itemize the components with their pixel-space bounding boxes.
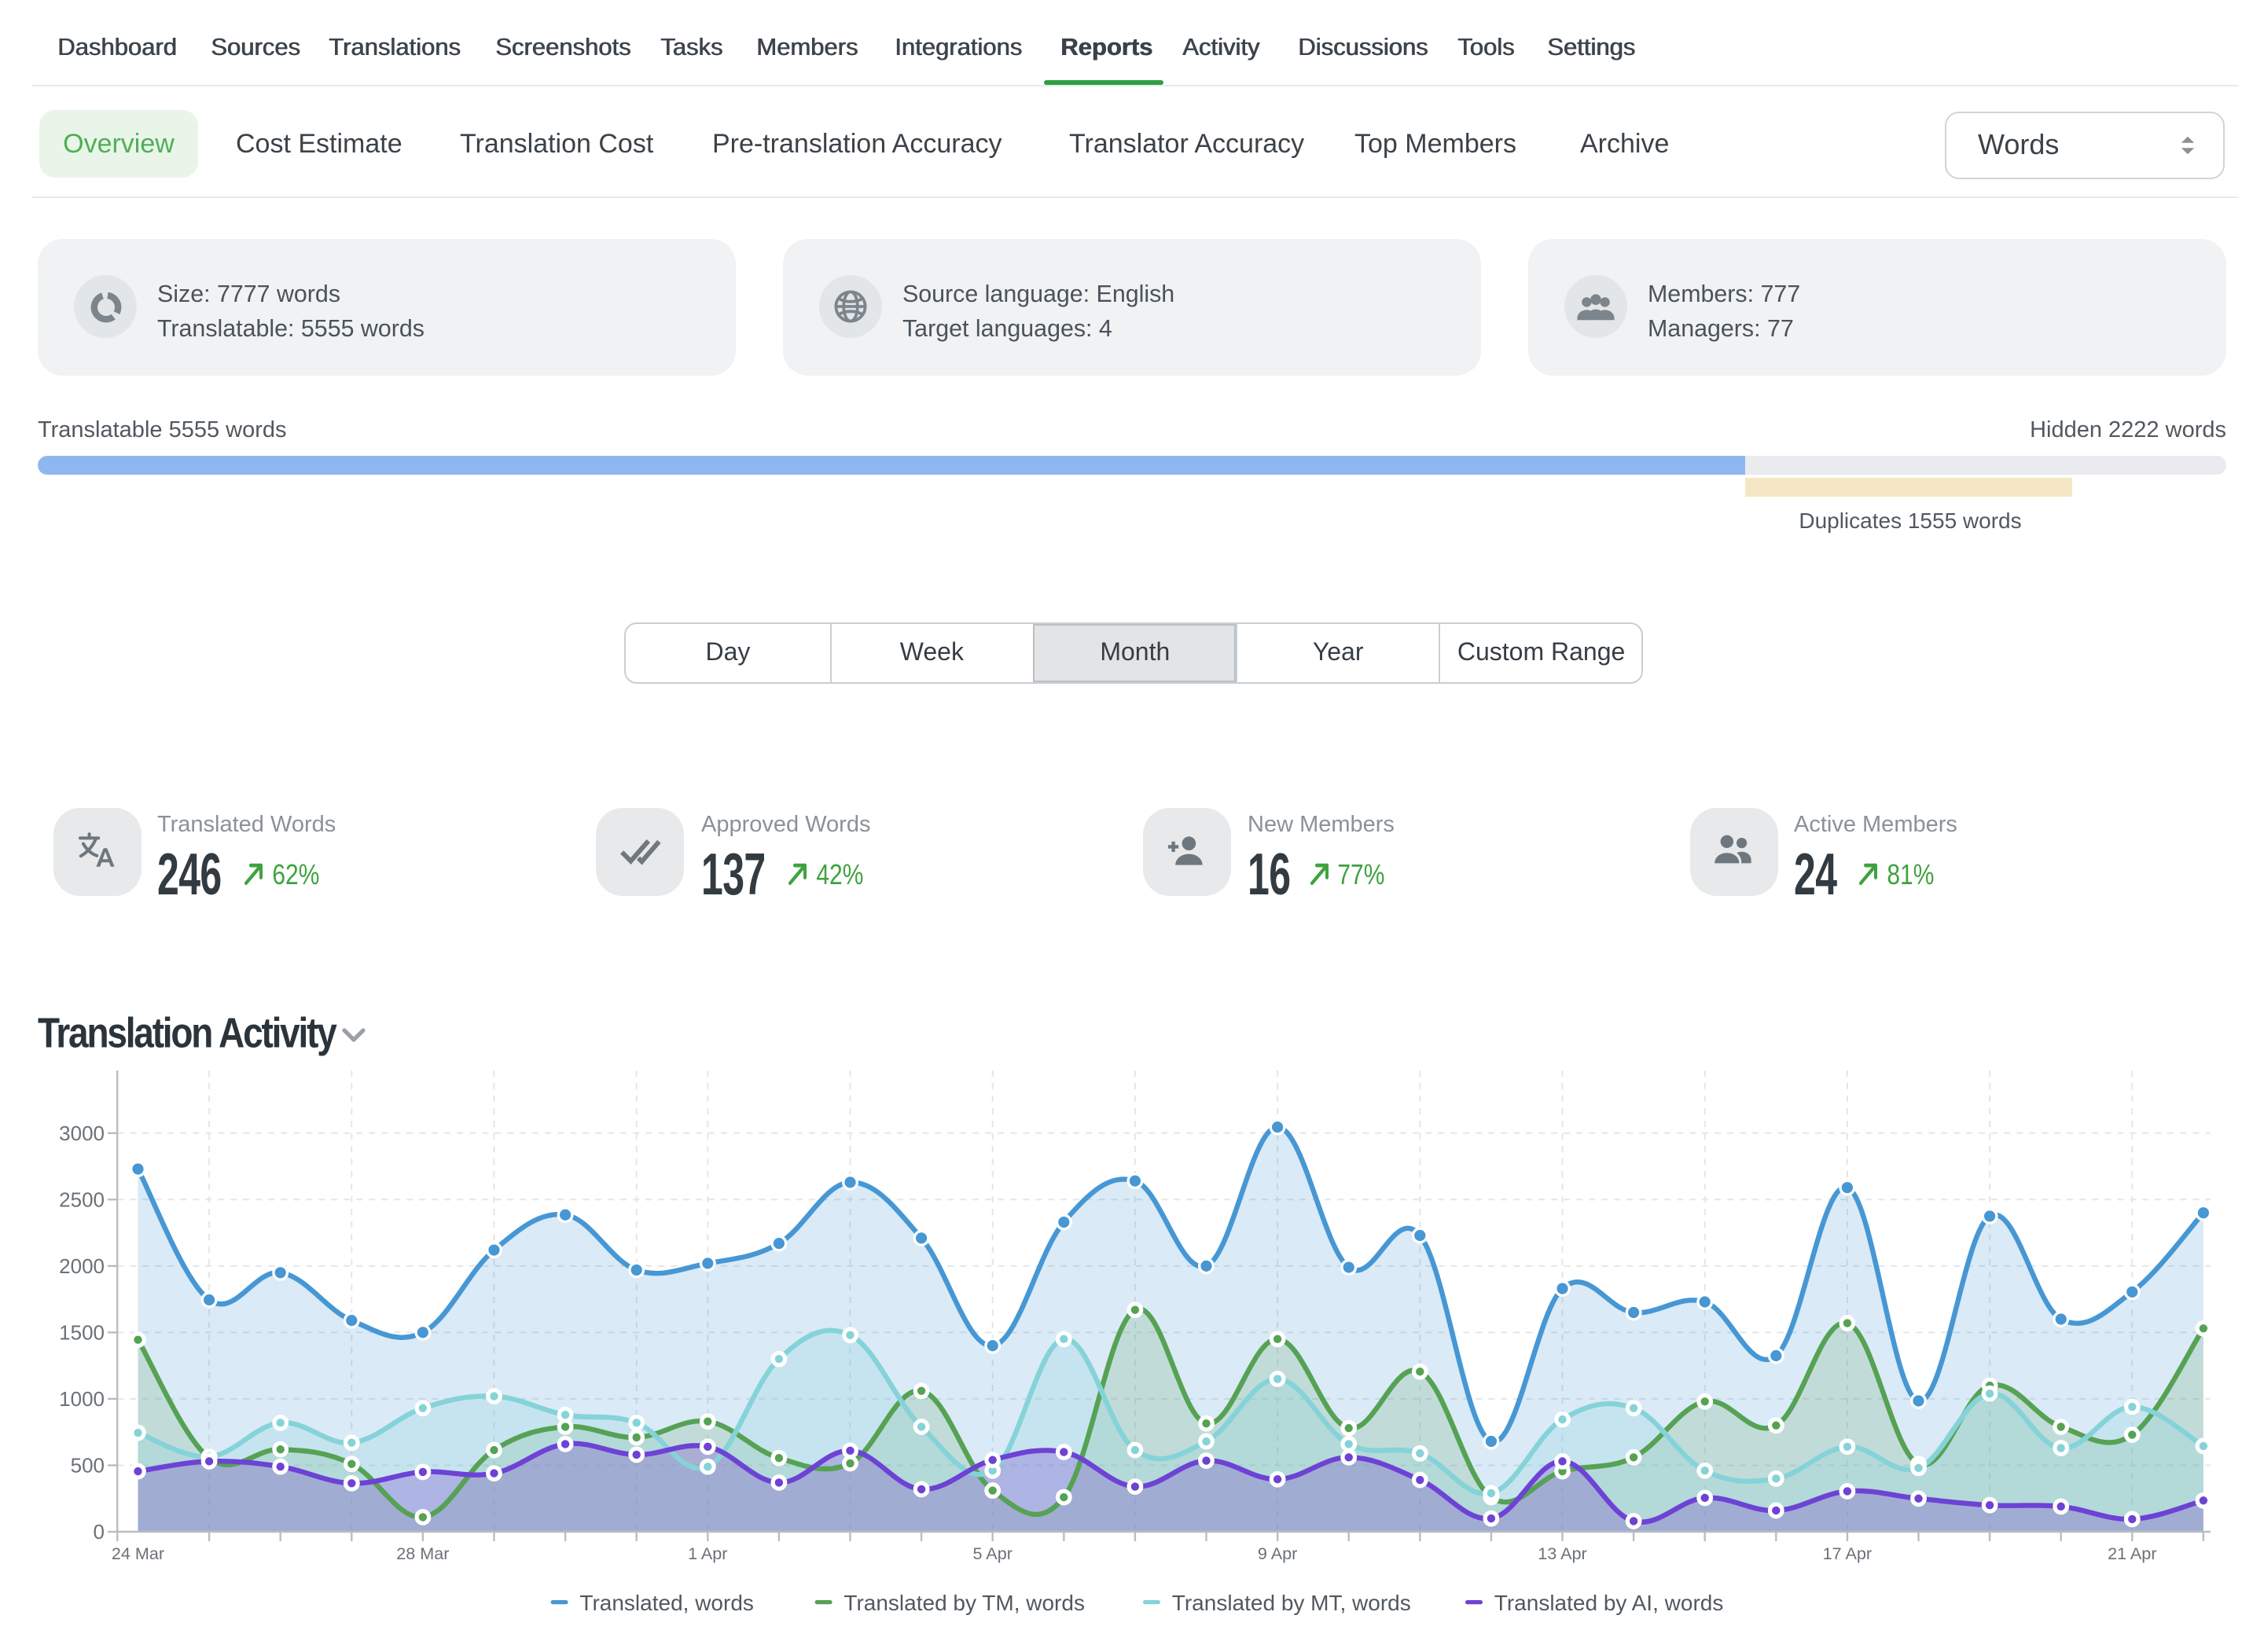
svg-text:2000: 2000 — [59, 1254, 105, 1278]
svg-text:Translated, words: Translated, words — [579, 1591, 754, 1615]
svg-text:3000: 3000 — [59, 1122, 105, 1145]
svg-text:5 Apr: 5 Apr — [972, 1544, 1012, 1563]
svg-text:1500: 1500 — [59, 1321, 105, 1345]
svg-text:1000: 1000 — [59, 1387, 105, 1411]
svg-text:1 Apr: 1 Apr — [688, 1544, 727, 1563]
svg-text:0: 0 — [94, 1520, 105, 1544]
svg-text:500: 500 — [71, 1454, 105, 1478]
svg-text:21 Apr: 21 Apr — [2108, 1544, 2156, 1563]
svg-text:2500: 2500 — [59, 1188, 105, 1212]
svg-text:28 Mar: 28 Mar — [396, 1544, 449, 1563]
svg-text:Translated by MT, words: Translated by MT, words — [1172, 1591, 1411, 1615]
svg-text:24 Mar: 24 Mar — [112, 1544, 164, 1563]
svg-text:Translated by AI, words: Translated by AI, words — [1494, 1591, 1724, 1615]
svg-text:17 Apr: 17 Apr — [1823, 1544, 1872, 1563]
svg-text:13 Apr: 13 Apr — [1538, 1544, 1586, 1563]
svg-text:Translated by TM, words: Translated by TM, words — [843, 1591, 1085, 1615]
svg-text:9 Apr: 9 Apr — [1258, 1544, 1297, 1563]
